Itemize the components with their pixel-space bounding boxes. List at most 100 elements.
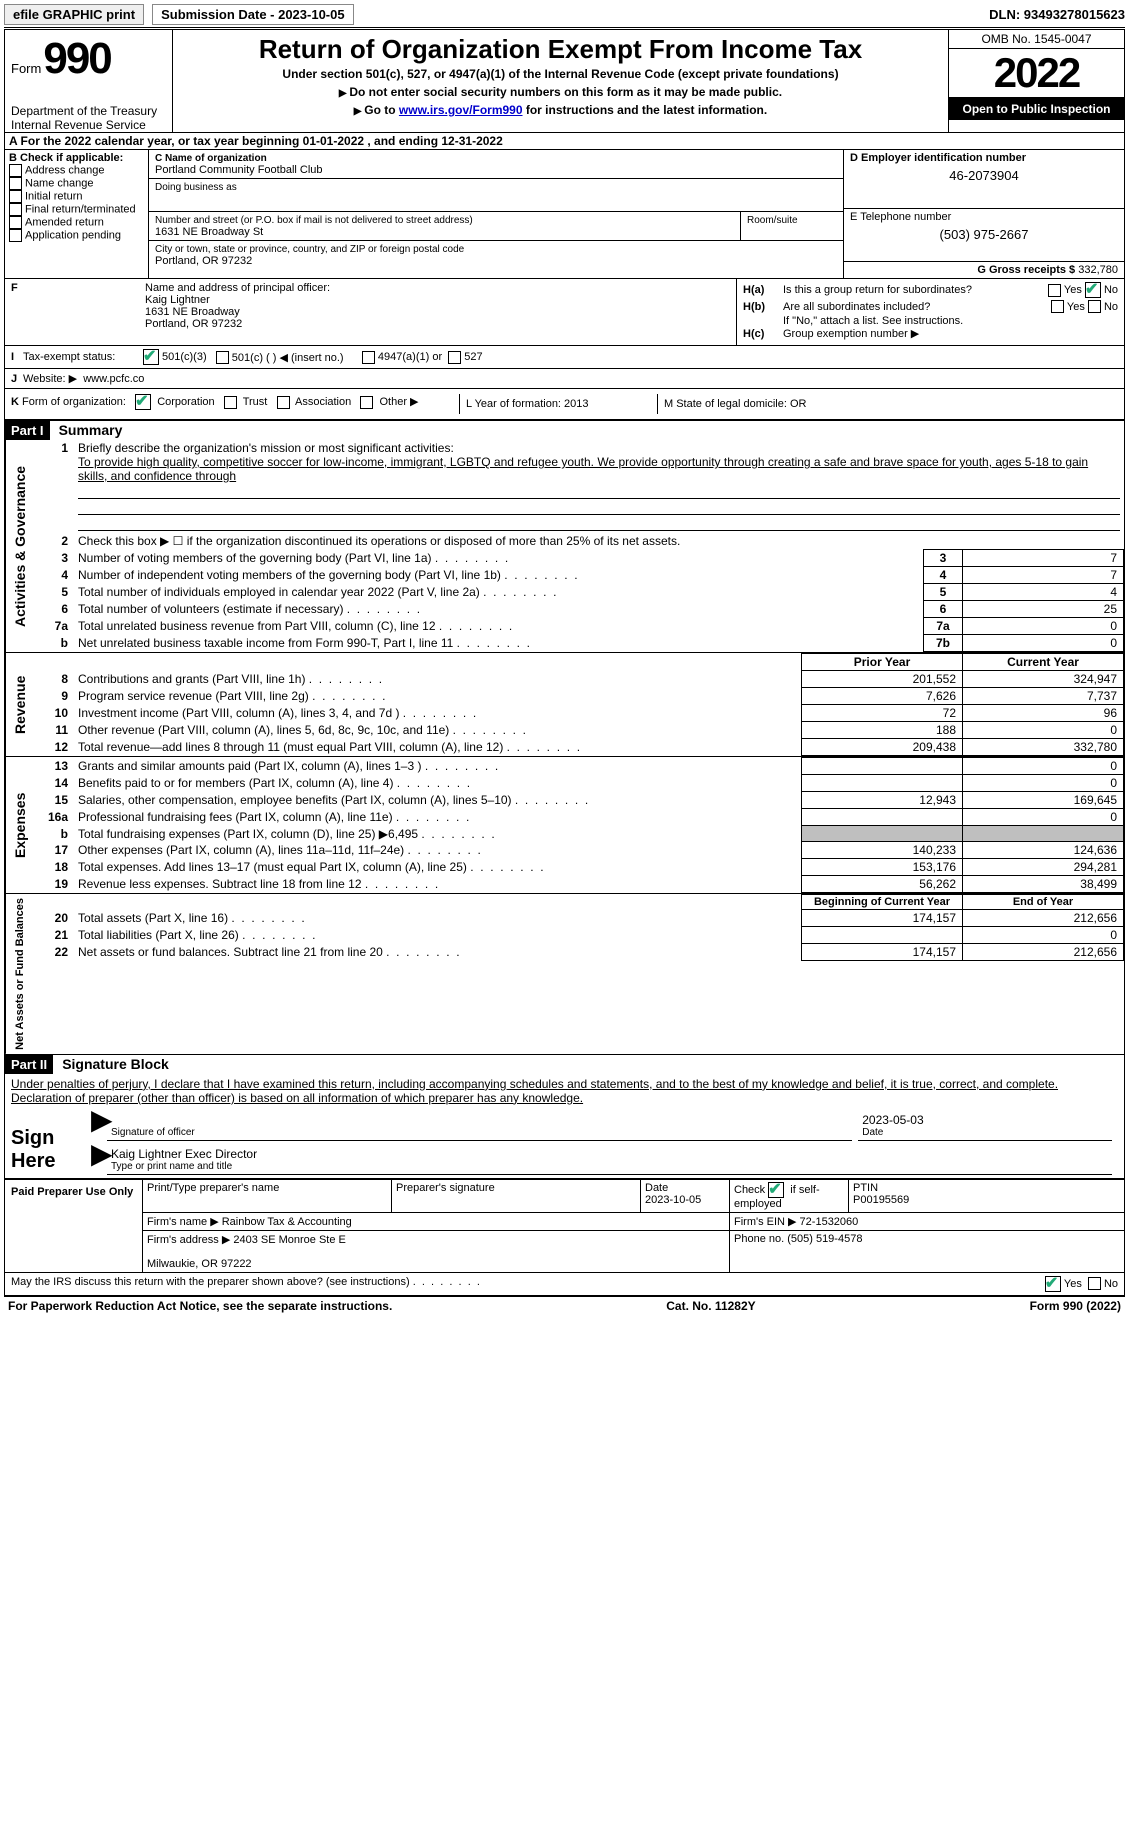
- table-row: 5Total number of individuals employed in…: [34, 584, 1124, 601]
- prior-year-header: Prior Year: [802, 654, 963, 671]
- table-row: bNet unrelated business taxable income f…: [34, 635, 1124, 652]
- officer-name: Kaig Lightner: [145, 294, 210, 306]
- activities-governance-label: Activities & Governance: [5, 440, 34, 652]
- table-row: 3Number of voting members of the governi…: [34, 550, 1124, 567]
- sig-date: 2023-05-03: [862, 1113, 1108, 1127]
- phone-value: (503) 975-2667: [850, 227, 1118, 242]
- ssn-warning: Do not enter social security numbers on …: [183, 85, 938, 99]
- street-label: Number and street (or P.O. box if mail i…: [155, 215, 473, 226]
- gross-receipts-value: 332,780: [1078, 264, 1118, 276]
- ein-value: 46-2073904: [850, 168, 1118, 183]
- table-row: 10Investment income (Part VIII, column (…: [34, 705, 1124, 722]
- other-checkbox[interactable]: [360, 396, 373, 409]
- gross-receipts-label: G Gross receipts $: [977, 264, 1078, 276]
- submission-date: Submission Date - 2023-10-05: [152, 4, 354, 25]
- table-row: 16aProfessional fundraising fees (Part I…: [34, 809, 1124, 826]
- omb-number: OMB No. 1545-0047: [949, 30, 1124, 49]
- part2-header: Part II: [5, 1055, 53, 1074]
- instructions-link-row: Go to www.irs.gov/Form990 for instructio…: [183, 103, 938, 117]
- discuss-yes-checkbox[interactable]: [1045, 1276, 1061, 1292]
- prep-name-label: Print/Type preparer's name: [143, 1179, 392, 1212]
- hb-yes-checkbox[interactable]: [1051, 300, 1064, 313]
- officer-addr2: Portland, OR 97232: [145, 318, 242, 330]
- sign-here-label: Sign Here: [11, 1111, 91, 1175]
- form-header: Form 990 Department of the Treasury Inte…: [4, 29, 1125, 133]
- hb-note: If "No," attach a list. See instructions…: [743, 315, 1118, 327]
- trust-checkbox[interactable]: [224, 396, 237, 409]
- prep-sig-label: Preparer's signature: [392, 1179, 641, 1212]
- part1-header: Part I: [5, 421, 50, 440]
- firm-address: Firm's address ▶ 2403 SE Monroe Ste EMil…: [143, 1230, 730, 1272]
- table-row: 18Total expenses. Add lines 13–17 (must …: [34, 859, 1124, 876]
- table-row: 12Total revenue—add lines 8 through 11 (…: [34, 739, 1124, 756]
- form-title: Return of Organization Exempt From Incom…: [183, 34, 938, 65]
- tax-year: 2022: [949, 49, 1124, 98]
- form990-link[interactable]: www.irs.gov/Form990: [399, 103, 523, 117]
- hc-text: Group exemption number ▶: [783, 327, 1118, 340]
- table-row: 14Benefits paid to or for members (Part …: [34, 775, 1124, 792]
- table-row: 9Program service revenue (Part VIII, lin…: [34, 688, 1124, 705]
- top-bar: efile GRAPHIC print Submission Date - 20…: [4, 4, 1125, 28]
- ha-no-checkbox[interactable]: [1085, 282, 1101, 298]
- ha-yes-checkbox[interactable]: [1048, 284, 1061, 297]
- checkbox-application-pending: Application pending: [9, 229, 144, 242]
- efile-print-button[interactable]: efile GRAPHIC print: [4, 4, 144, 25]
- table-row: bTotal fundraising expenses (Part IX, co…: [34, 826, 1124, 842]
- firm-ein: Firm's EIN ▶ 72-1532060: [730, 1212, 1125, 1230]
- table-row: 22Net assets or fund balances. Subtract …: [34, 944, 1124, 961]
- expenses-label: Expenses: [5, 757, 34, 893]
- row-a-calendar-year: A For the 2022 calendar year, or tax yea…: [4, 133, 1125, 150]
- line2-text: Check this box ▶ ☐ if the organization d…: [74, 533, 1124, 549]
- table-row: 7aTotal unrelated business revenue from …: [34, 618, 1124, 635]
- table-row: 15Salaries, other compensation, employee…: [34, 792, 1124, 809]
- firm-phone: Phone no. (505) 519-4578: [730, 1230, 1125, 1272]
- org-name-label: C Name of organization: [155, 153, 267, 164]
- room-label: Room/suite: [747, 215, 798, 226]
- hb-no-checkbox[interactable]: [1088, 300, 1101, 313]
- table-row: 21Total liabilities (Part X, line 26) 0: [34, 927, 1124, 944]
- dept-treasury: Department of the Treasury: [11, 104, 166, 118]
- year-formation: L Year of formation: 2013: [459, 394, 658, 414]
- checkbox-initial-return: Initial return: [9, 190, 144, 203]
- 501c3-checkbox[interactable]: [143, 349, 159, 365]
- ha-text: Is this a group return for subordinates?: [783, 284, 1048, 296]
- street-address: 1631 NE Broadway St: [155, 226, 263, 238]
- table-row: 20Total assets (Part X, line 16) 174,157…: [34, 910, 1124, 927]
- checkbox-amended-return: Amended return: [9, 216, 144, 229]
- open-to-public: Open to Public Inspection: [949, 98, 1124, 120]
- checkbox-name-change: Name change: [9, 177, 144, 190]
- city-state-zip: Portland, OR 97232: [155, 255, 252, 267]
- discuss-no-checkbox[interactable]: [1088, 1277, 1101, 1290]
- perjury-declaration: Under penalties of perjury, I declare th…: [11, 1077, 1118, 1105]
- end-year-header: End of Year: [963, 895, 1124, 910]
- ptin-value: P00195569: [853, 1194, 909, 1206]
- corp-checkbox[interactable]: [135, 394, 151, 410]
- table-row: 17Other expenses (Part IX, column (A), l…: [34, 842, 1124, 859]
- table-row: 8Contributions and grants (Part VIII, li…: [34, 671, 1124, 688]
- mission-label: Briefly describe the organization's miss…: [78, 441, 454, 455]
- assoc-checkbox[interactable]: [277, 396, 290, 409]
- j-label: J: [11, 373, 23, 385]
- form-footer: Form 990 (2022): [1030, 1299, 1121, 1313]
- form-label: Form: [11, 61, 41, 76]
- part2-title: Signature Block: [56, 1056, 169, 1072]
- firm-name: Firm's name ▶ Rainbow Tax & Accounting: [143, 1212, 730, 1230]
- form-subtitle: Under section 501(c), 527, or 4947(a)(1)…: [183, 67, 938, 81]
- i-label: I: [11, 351, 23, 363]
- website-label: Website: ▶: [23, 372, 77, 385]
- sig-name-title: Kaig Lightner Exec Director: [111, 1147, 1108, 1161]
- 527-checkbox[interactable]: [448, 351, 461, 364]
- sig-officer-label: Signature of officer: [111, 1127, 195, 1138]
- 501c-checkbox[interactable]: [216, 351, 229, 364]
- table-row: 4Number of independent voting members of…: [34, 567, 1124, 584]
- checkbox-address-change: Address change: [9, 164, 144, 177]
- form-of-org-label: Form of organization:: [22, 396, 126, 408]
- table-row: 11Other revenue (Part VIII, column (A), …: [34, 722, 1124, 739]
- part1-title: Summary: [53, 422, 123, 438]
- begin-year-header: Beginning of Current Year: [802, 895, 963, 910]
- ein-label: D Employer identification number: [850, 152, 1026, 164]
- dba-label: Doing business as: [155, 182, 237, 193]
- 4947-checkbox[interactable]: [362, 351, 375, 364]
- city-label: City or town, state or province, country…: [155, 244, 464, 255]
- checkbox-final-return-terminated: Final return/terminated: [9, 203, 144, 216]
